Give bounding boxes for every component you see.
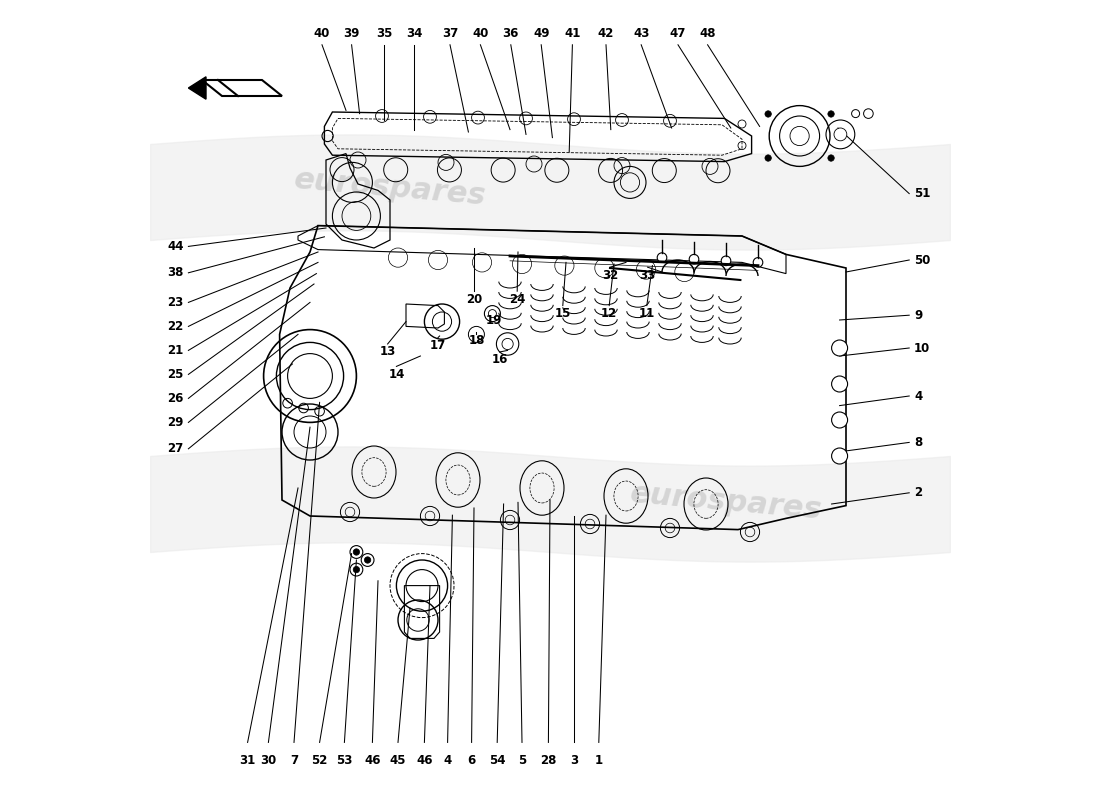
Text: 4: 4 (914, 390, 922, 402)
Text: eurospares: eurospares (629, 479, 823, 526)
Circle shape (488, 310, 496, 318)
Text: 42: 42 (597, 27, 614, 40)
Text: 24: 24 (509, 293, 526, 306)
Text: 4: 4 (443, 754, 452, 766)
Circle shape (690, 254, 698, 264)
Text: 17: 17 (430, 339, 447, 352)
Text: 21: 21 (167, 344, 184, 357)
Text: 28: 28 (540, 754, 557, 766)
Circle shape (657, 253, 667, 262)
Text: 29: 29 (167, 416, 184, 429)
Text: 40: 40 (314, 27, 330, 40)
Text: 32: 32 (602, 269, 618, 282)
Circle shape (754, 258, 762, 267)
Circle shape (832, 376, 848, 392)
Circle shape (353, 566, 360, 573)
Text: 41: 41 (564, 27, 581, 40)
Text: 48: 48 (700, 27, 716, 40)
Text: 39: 39 (343, 27, 360, 40)
Text: 44: 44 (167, 240, 184, 253)
Circle shape (364, 557, 371, 563)
Text: 1: 1 (595, 754, 603, 766)
Text: 31: 31 (240, 754, 255, 766)
Circle shape (834, 128, 847, 141)
Text: 38: 38 (167, 266, 184, 279)
Text: 46: 46 (416, 754, 432, 766)
Text: 2: 2 (914, 486, 922, 499)
Text: 52: 52 (311, 754, 328, 766)
Text: 22: 22 (167, 320, 184, 333)
Text: 33: 33 (639, 269, 656, 282)
Text: 13: 13 (379, 346, 396, 358)
Text: 23: 23 (167, 296, 184, 309)
Text: 43: 43 (632, 27, 649, 40)
Text: 30: 30 (261, 754, 276, 766)
Text: 25: 25 (167, 368, 184, 381)
Text: 6: 6 (468, 754, 475, 766)
Text: 35: 35 (376, 27, 393, 40)
Text: 15: 15 (554, 307, 571, 320)
Text: 36: 36 (503, 27, 519, 40)
Circle shape (832, 412, 848, 428)
Text: 9: 9 (914, 309, 922, 322)
Text: 34: 34 (406, 27, 422, 40)
Circle shape (353, 549, 360, 555)
Text: eurospares: eurospares (293, 165, 487, 211)
Circle shape (764, 110, 771, 117)
Text: 10: 10 (914, 342, 931, 354)
Text: 18: 18 (469, 334, 485, 346)
Text: 47: 47 (670, 27, 686, 40)
Text: 40: 40 (472, 27, 488, 40)
Text: 8: 8 (914, 436, 922, 449)
Text: 37: 37 (442, 27, 458, 40)
Text: 46: 46 (364, 754, 381, 766)
Circle shape (828, 110, 834, 117)
Text: 20: 20 (466, 293, 482, 306)
Text: 11: 11 (639, 307, 654, 320)
Text: 12: 12 (601, 307, 617, 320)
Circle shape (722, 256, 730, 266)
Text: 49: 49 (534, 27, 550, 40)
Text: 27: 27 (167, 442, 184, 455)
Text: 51: 51 (914, 187, 931, 200)
Circle shape (764, 155, 771, 162)
Text: 54: 54 (488, 754, 505, 766)
Text: 14: 14 (388, 368, 405, 381)
Circle shape (832, 448, 848, 464)
Text: 26: 26 (167, 392, 184, 405)
Polygon shape (188, 77, 206, 99)
Text: 50: 50 (914, 254, 931, 266)
Text: 16: 16 (492, 354, 508, 366)
Text: 19: 19 (486, 314, 503, 326)
Text: 53: 53 (337, 754, 353, 766)
Text: 7: 7 (290, 754, 298, 766)
Circle shape (832, 340, 848, 356)
Text: 45: 45 (389, 754, 406, 766)
Text: 5: 5 (518, 754, 526, 766)
Text: 3: 3 (570, 754, 579, 766)
Circle shape (828, 155, 834, 162)
